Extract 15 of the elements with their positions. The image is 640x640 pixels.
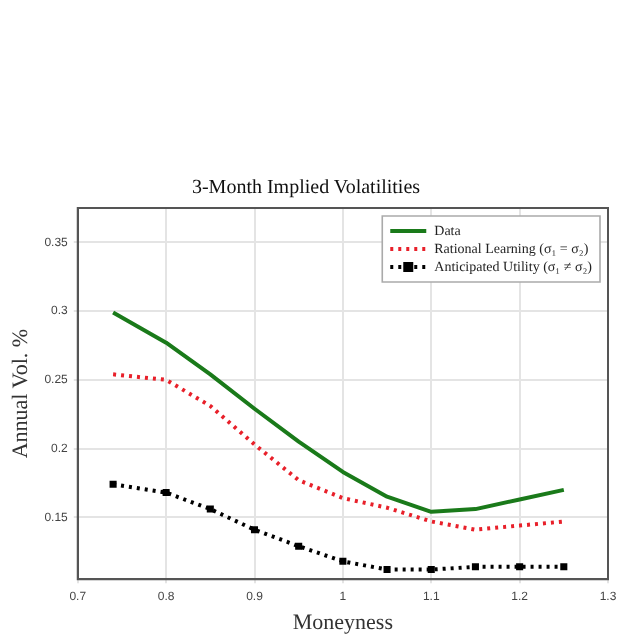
chart-title: 3-Month Implied Volatilities [191, 177, 421, 200]
point [339, 557, 347, 565]
point [427, 566, 435, 574]
point [516, 563, 524, 571]
point [471, 563, 479, 571]
point [206, 505, 214, 513]
x-axis-title: Moneyness [292, 610, 393, 635]
point [295, 542, 303, 550]
point [162, 489, 170, 497]
line-series [111, 372, 566, 532]
y-axis-title: Annual Vol. % [8, 328, 33, 459]
point [250, 526, 259, 534]
point [383, 566, 391, 574]
point [560, 563, 568, 571]
point [109, 480, 117, 488]
